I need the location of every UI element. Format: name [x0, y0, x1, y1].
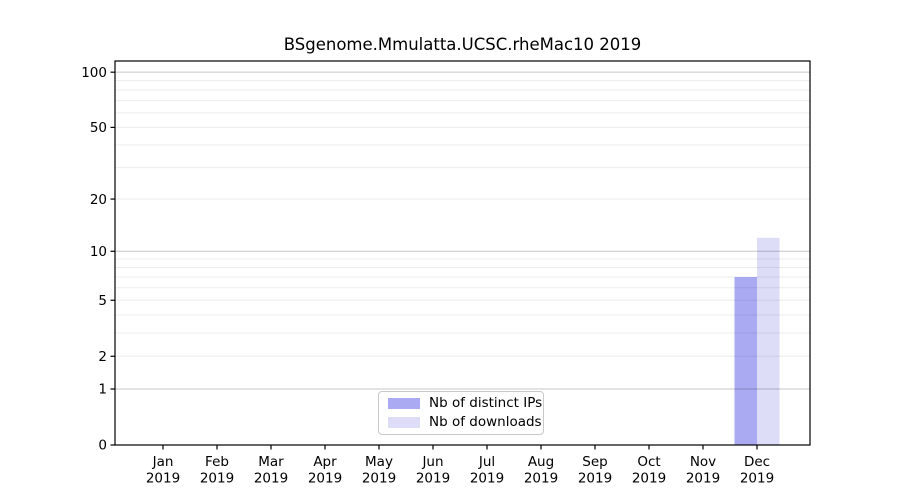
x-tick-label-month: Feb [205, 454, 229, 470]
y-tick-label: 20 [90, 192, 107, 208]
x-tick-label-month: Aug [528, 454, 554, 470]
legend-item-distinct-ips: Nb of distinct IPs [388, 396, 543, 411]
y-tick-label: 50 [90, 120, 107, 136]
chart-title: BSgenome.Mmulatta.UCSC.rheMac10 2019 [283, 35, 642, 54]
bar-downloads-dec [757, 237, 780, 445]
x-tick-label-month: Apr [313, 454, 337, 470]
y-tick-label: 10 [90, 244, 107, 260]
x-tick-label-year: 2019 [686, 471, 720, 487]
x-tick-label-year: 2019 [470, 471, 504, 487]
x-tick-label-month: Sep [582, 454, 607, 470]
x-tick-label-month: Jan [152, 454, 174, 470]
x-tick-label-month: Jun [421, 454, 443, 470]
legend-item-downloads: Nb of downloads [388, 415, 543, 430]
y-tick-label: 100 [81, 65, 107, 81]
x-tick-label-year: 2019 [146, 471, 180, 487]
legend-label-downloads: Nb of downloads [429, 414, 542, 430]
x-tick-label-month: Jul [478, 454, 495, 470]
legend: Nb of distinct IPs Nb of downloads [378, 391, 544, 435]
bar-distinct-ips-dec [734, 277, 757, 445]
x-tick-label-year: 2019 [254, 471, 288, 487]
x-tick-label-year: 2019 [632, 471, 666, 487]
x-tick-label-month: Oct [637, 454, 660, 470]
x-tick-label-year: 2019 [200, 471, 234, 487]
legend-swatch-downloads [388, 417, 420, 428]
y-tick-label: 1 [98, 382, 107, 398]
x-tick-label-year: 2019 [416, 471, 450, 487]
y-tick-label: 0 [98, 438, 107, 454]
legend-label-distinct-ips: Nb of distinct IPs [429, 395, 543, 411]
x-tick-label-month: Nov [690, 454, 716, 470]
y-tick-label: 2 [98, 349, 107, 365]
x-tick-label-month: Dec [744, 454, 770, 470]
x-tick-label-year: 2019 [524, 471, 558, 487]
x-tick-label-year: 2019 [740, 471, 774, 487]
x-tick-label-year: 2019 [578, 471, 612, 487]
legend-swatch-distinct-ips [388, 398, 420, 409]
y-tick-label: 5 [98, 293, 107, 309]
plot-border [114, 60, 811, 446]
x-tick-label-month: Mar [258, 454, 284, 470]
x-tick-label-year: 2019 [308, 471, 342, 487]
x-tick-label-year: 2019 [362, 471, 396, 487]
x-tick-label-month: May [365, 454, 393, 470]
